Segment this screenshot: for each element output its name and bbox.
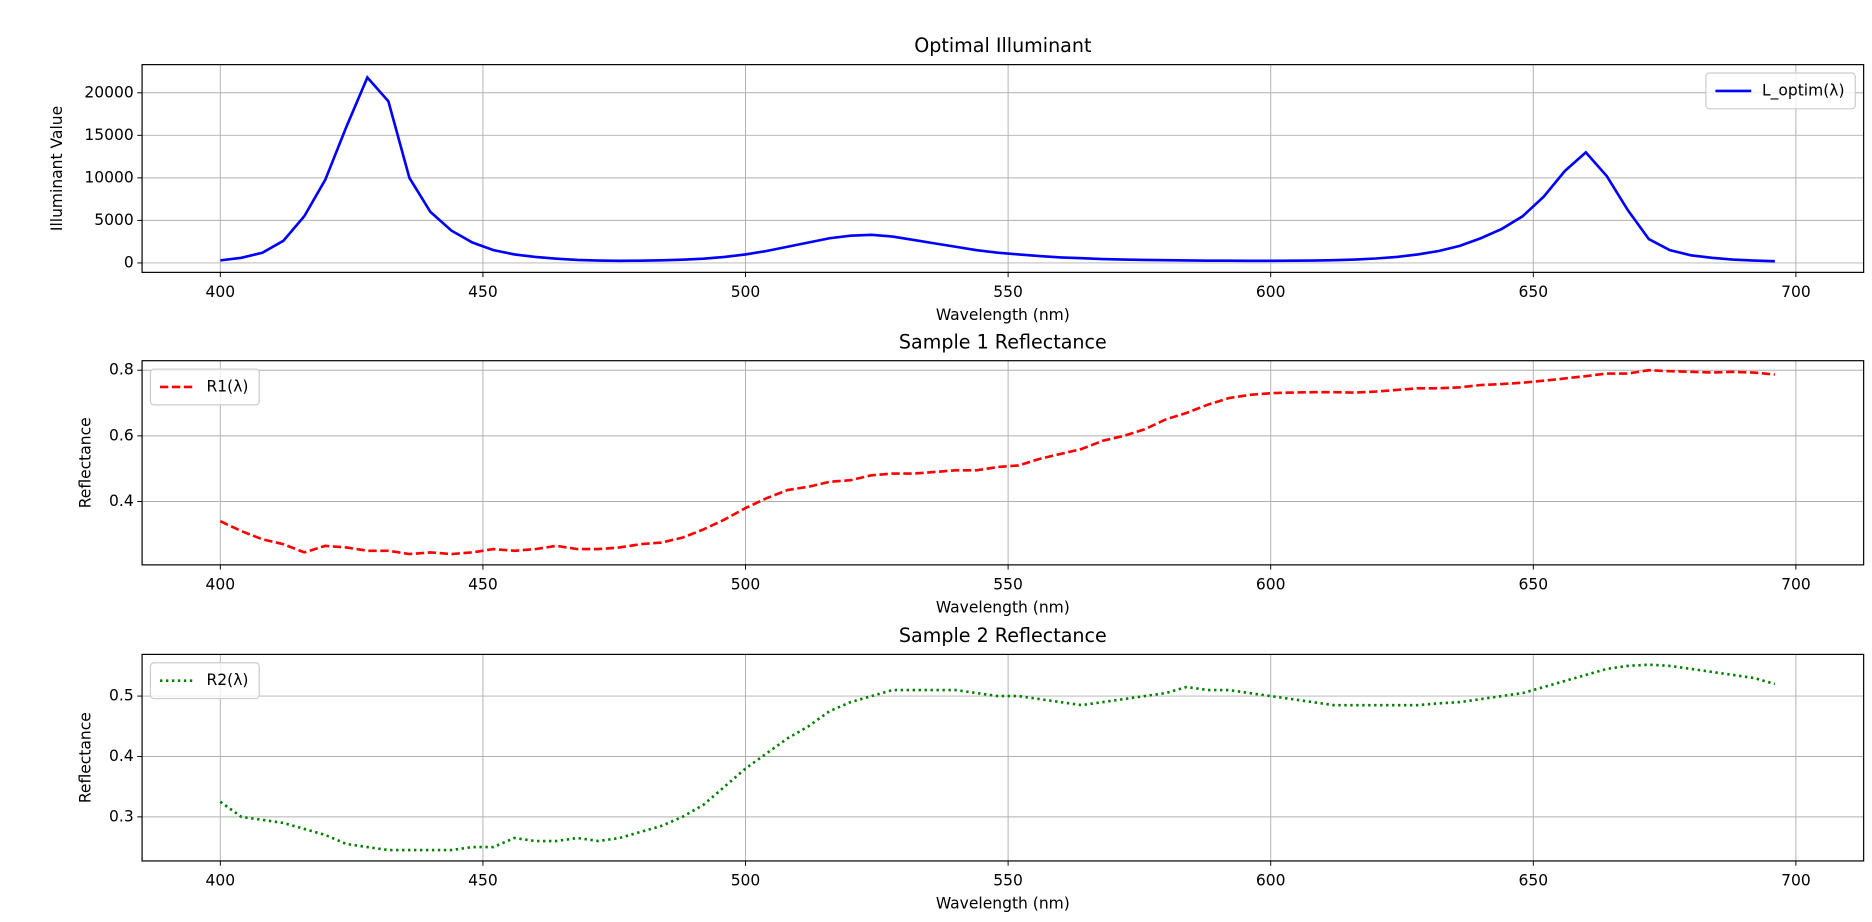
- legend-label: R2(λ): [207, 671, 249, 689]
- x-tick-label: 500: [731, 576, 761, 594]
- legend-box: [149, 368, 260, 406]
- x-tick-label: 450: [468, 576, 498, 594]
- y-tick-label: 0.8: [109, 361, 134, 379]
- x-tick-label: 400: [206, 872, 236, 890]
- y-tick-label: 0.4: [109, 747, 134, 765]
- legend: R1(λ): [149, 368, 260, 406]
- x-axis-label: Wavelength (nm): [936, 306, 1070, 324]
- x-tick-label: 400: [206, 576, 236, 594]
- chart-title: Sample 2 Reflectance: [899, 624, 1107, 647]
- y-axis-label: Reflectance: [76, 417, 94, 508]
- chart-title: Sample 1 Reflectance: [899, 330, 1107, 353]
- x-tick-label: 600: [1256, 576, 1286, 594]
- legend-label: L_optim(λ): [1762, 81, 1845, 100]
- plot-frame: [141, 360, 1865, 566]
- legend: R2(λ): [149, 662, 260, 700]
- chart-title: Optimal Illuminant: [914, 34, 1092, 57]
- x-tick-label: 600: [1256, 283, 1286, 301]
- x-tick-label: 650: [1518, 283, 1548, 301]
- y-tick-label: 5000: [94, 211, 134, 229]
- y-tick-label: 0.4: [109, 492, 134, 510]
- x-tick-label: 450: [468, 872, 498, 890]
- x-tick-label: 450: [468, 283, 498, 301]
- x-axis-label: Wavelength (nm): [936, 598, 1070, 616]
- x-tick-label: 550: [993, 872, 1023, 890]
- y-axis-label: Reflectance: [76, 712, 94, 803]
- legend-box: [149, 662, 260, 700]
- x-tick-label: 700: [1781, 872, 1811, 890]
- y-axis-label: Illuminant Value: [48, 106, 66, 231]
- y-tick-label: 20000: [84, 83, 133, 101]
- x-tick-label: 400: [206, 283, 236, 301]
- legend: L_optim(λ): [1705, 72, 1856, 110]
- y-tick-label: 10000: [84, 168, 133, 186]
- x-tick-label: 700: [1781, 576, 1811, 594]
- data-line: [220, 75, 1775, 263]
- x-tick-label: 550: [993, 283, 1023, 301]
- x-tick-label: 700: [1781, 283, 1811, 301]
- data-line: [219, 663, 1776, 852]
- y-tick-label: 0: [124, 253, 134, 271]
- x-axis-label: Wavelength (nm): [936, 894, 1070, 912]
- plot-frame: [141, 64, 1865, 273]
- legend-box: [1705, 72, 1856, 110]
- x-tick-label: 650: [1518, 872, 1548, 890]
- y-tick-label: 15000: [84, 126, 133, 144]
- legend-label: R1(λ): [207, 377, 249, 395]
- x-tick-label: 650: [1518, 576, 1548, 594]
- data-line: [219, 368, 1776, 556]
- y-tick-label: 0.6: [109, 426, 134, 444]
- x-tick-label: 550: [993, 576, 1023, 594]
- x-tick-label: 500: [731, 872, 761, 890]
- x-tick-label: 600: [1256, 872, 1286, 890]
- y-tick-label: 0.5: [109, 687, 134, 705]
- x-tick-label: 500: [731, 283, 761, 301]
- plot-frame: [141, 653, 1865, 862]
- y-tick-label: 0.3: [109, 807, 134, 825]
